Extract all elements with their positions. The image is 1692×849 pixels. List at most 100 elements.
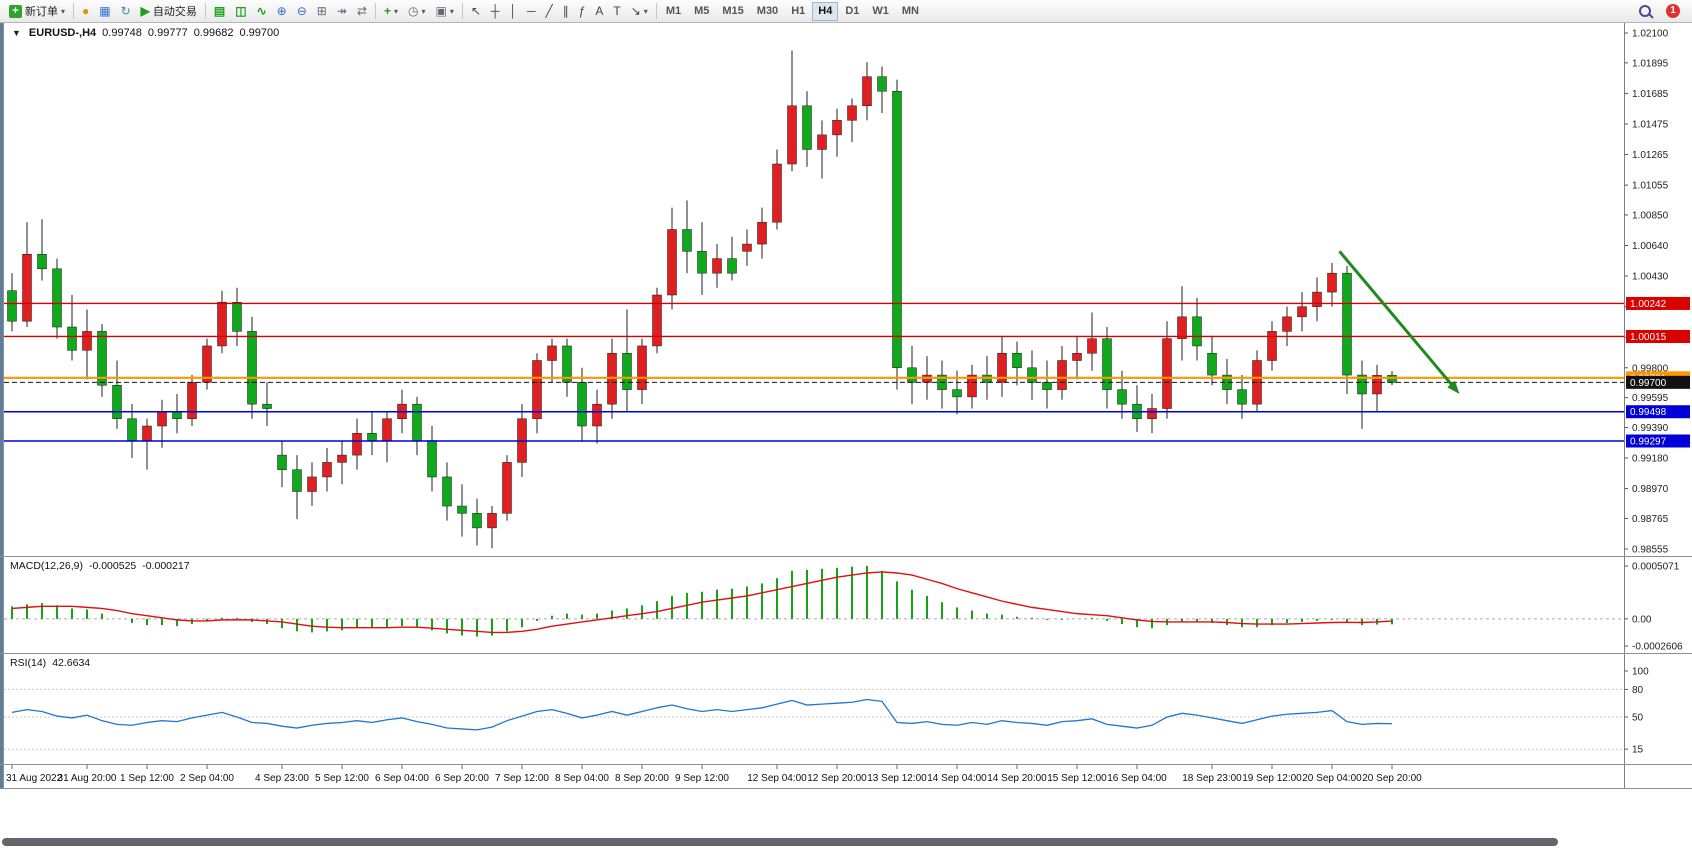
tile-windows-button[interactable]: ⊞ (312, 2, 332, 21)
timeframe-M15[interactable]: M15 (716, 2, 749, 21)
chart-title-bar: ▼ EURUSD-,H4 0.99748 0.99777 0.99682 0.9… (12, 27, 279, 39)
timeframe-W1[interactable]: W1 (866, 2, 895, 21)
cursor-icon: ↖ (470, 4, 481, 18)
candle-body-down (172, 411, 182, 419)
candle-body-up (547, 345, 557, 361)
candle-body-up (1177, 316, 1187, 339)
chart-shift-button[interactable]: ⇄ (352, 2, 372, 21)
price-label-box-1.00242 (1626, 296, 1690, 310)
cursor-tool-button[interactable]: ↖ (466, 2, 486, 21)
time-axis-label: 5 Sep 12:00 (315, 773, 369, 784)
vertical-line-tool-button[interactable]: │ (504, 2, 522, 21)
time-axis-label: 13 Sep 12:00 (867, 773, 927, 784)
candle-body-down (457, 505, 467, 514)
timeframe-MN[interactable]: MN (896, 2, 925, 21)
candle-body-down (292, 469, 302, 492)
macd-axis-tick: -0.0002606 (1632, 642, 1683, 653)
time-axis-label: 15 Sep 12:00 (1047, 773, 1107, 784)
time-axis-label: 1 Sep 12:00 (120, 773, 174, 784)
price-axis-tick: 0.98970 (1632, 484, 1669, 495)
refresh-button[interactable]: ↻ (116, 2, 136, 21)
candle-body-down (277, 454, 287, 470)
auto-trading-button[interactable]: ▶ 自动交易 (136, 2, 202, 21)
chart-profile-button[interactable]: ▦ (94, 2, 115, 21)
price-axis-tick: 1.01895 (1632, 58, 1669, 69)
price-label-box-0.99700 (1626, 375, 1690, 389)
crosshair-icon: ┼ (490, 4, 500, 18)
candle-body-down (427, 440, 437, 478)
tile-windows-icon: ⊞ (316, 4, 327, 18)
candle-body-down (1012, 352, 1022, 369)
horizontal-scrollbar[interactable] (0, 837, 1692, 847)
timeframe-H1[interactable]: H1 (785, 2, 811, 21)
candlestick-chart-button[interactable]: ◫ (230, 2, 251, 21)
price-axis-tick: 0.99800 (1632, 363, 1669, 374)
timeframe-M1[interactable]: M1 (660, 2, 687, 21)
candlestick-chart-icon: ◫ (235, 4, 247, 18)
timeframe-D1[interactable]: D1 (839, 2, 865, 21)
candle-body-up (22, 253, 32, 322)
fibonacci-tool-button[interactable]: ƒ (574, 2, 591, 21)
candle-body-down (247, 331, 257, 405)
line-chart-button[interactable]: ∿ (252, 2, 272, 21)
candle-body-down (877, 76, 887, 92)
candle-body-up (712, 258, 722, 274)
search-button[interactable] (1634, 2, 1656, 21)
time-axis-label: 20 Sep 20:00 (1362, 773, 1422, 784)
candle-body-up (832, 120, 842, 136)
zoom-out-icon: ⊖ (296, 4, 307, 18)
templates-button[interactable]: ▣ ▾ (431, 2, 459, 21)
candle-body-down (262, 403, 272, 409)
text-tool-button[interactable]: A (590, 2, 608, 21)
toolbar-separator (655, 3, 657, 19)
candle-body-down (1192, 316, 1202, 347)
bar-chart-button[interactable]: ▤ (209, 2, 230, 21)
time-axis-label: 31 Aug 2022 (6, 773, 63, 784)
candle-body-down (1117, 389, 1127, 405)
price-axis-tick: 1.00850 (1632, 210, 1669, 221)
price-label-0.99700: 0.99700 (1630, 378, 1667, 389)
auto-scroll-button[interactable]: ↠ (332, 2, 352, 21)
text-label-tool-button[interactable]: T (608, 2, 625, 21)
rsi-axis-tick: 50 (1632, 713, 1644, 724)
bar-chart-icon: ▤ (213, 4, 226, 18)
toolbar-separator (374, 3, 376, 19)
channel-tool-button[interactable]: ∥ (558, 2, 574, 21)
chart-shift-icon: ⇄ (356, 4, 367, 18)
time-axis-label: 12 Sep 04:00 (747, 773, 807, 784)
one-click-trading-toggle[interactable]: ▼ (12, 28, 21, 38)
trendline-tool-button[interactable]: ╱ (540, 2, 557, 21)
time-axis-label: 4 Sep 23:00 (255, 773, 309, 784)
zoom-out-button[interactable]: ⊖ (292, 2, 312, 21)
trend-arrow-head[interactable] (1447, 380, 1460, 394)
trend-arrow[interactable] (1338, 250, 1456, 389)
timeframe-M5[interactable]: M5 (688, 2, 715, 21)
horizontal-line-tool-button[interactable]: ─ (522, 2, 541, 21)
candle-body-up (787, 105, 797, 165)
macd-value-signal: -0.000217 (142, 560, 190, 572)
new-order-button[interactable]: + 新订单 ▾ (4, 2, 70, 21)
candle-body-down (232, 302, 242, 332)
rsi-line (11, 698, 1393, 731)
timeframe-H4[interactable]: H4 (812, 1, 839, 21)
gold-coin-button[interactable]: ● (77, 2, 94, 21)
arrows-tool-button[interactable]: ↘ ▾ (626, 2, 653, 21)
periods-button[interactable]: ◷ ▾ (403, 2, 431, 21)
candle-body-up (1297, 306, 1307, 318)
crosshair-tool-button[interactable]: ┼ (486, 2, 505, 21)
candle-body-down (802, 105, 812, 150)
candle-body-up (967, 374, 977, 398)
indicators-button[interactable]: + ▾ (379, 2, 403, 21)
timeframe-M30[interactable]: M30 (751, 2, 784, 21)
candle-body-up (1282, 316, 1292, 332)
zoom-in-button[interactable]: ⊕ (272, 2, 292, 21)
line-chart-icon: ∿ (256, 4, 267, 18)
indicators-icon: + (383, 4, 391, 18)
candle-body-down (1207, 352, 1217, 376)
notification-badge[interactable]: 1 (1666, 4, 1680, 18)
chevron-down-icon: ▾ (643, 6, 648, 16)
price-axis-tick: 0.99390 (1632, 423, 1669, 434)
scrollbar-thumb[interactable] (2, 838, 1558, 846)
candle-body-down (442, 476, 452, 507)
